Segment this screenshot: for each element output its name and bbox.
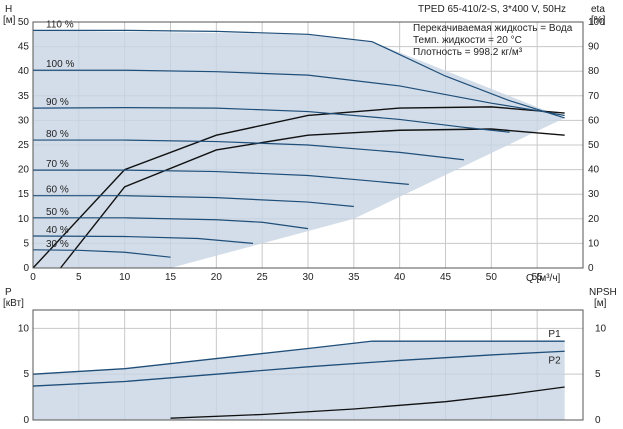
head-curve-label: 110 % [46, 19, 74, 30]
x-tick-label: 30 [302, 272, 314, 283]
power-axis-unit: [кВт] [3, 298, 24, 309]
p-tick-label: 5 [23, 369, 29, 380]
npsh-tick-label: 5 [595, 369, 601, 380]
y-right-tick-label: 20 [588, 214, 600, 225]
x-tick-label: 10 [119, 272, 131, 283]
y-right-tick-label: 30 [588, 189, 600, 200]
y-left-tick-label: 25 [18, 140, 30, 151]
power-curve [32, 350, 565, 387]
x-tick-label: 45 [440, 272, 452, 283]
y-left-tick-label: 10 [18, 214, 30, 225]
x-axis-label: Q [м³/ч] [526, 273, 561, 284]
head-curve-label: 30 % [46, 239, 69, 250]
x-tick-label: 0 [30, 272, 36, 283]
temperature-annotation: Темп. жидкости = 20 °C [413, 35, 522, 46]
power-curve-label: P1 [548, 329, 561, 340]
y-left-label: H [5, 4, 12, 15]
head-curve-label: 40 % [46, 225, 69, 236]
density-annotation: Плотность = 998.2 кг/м³ [413, 47, 523, 58]
npsh-tick-label: 10 [595, 323, 607, 334]
p-tick-label: 0 [23, 415, 29, 426]
npsh-tick-label: 0 [595, 415, 601, 426]
y-left-tick-label: 45 [18, 42, 30, 53]
head-curve [33, 69, 565, 117]
head-curve [33, 29, 565, 119]
y-left-tick-label: 5 [23, 238, 29, 249]
x-tick-label: 5 [76, 272, 82, 283]
head-curve-label: 80 % [46, 129, 69, 140]
p-tick-label: 10 [18, 323, 30, 334]
head-curve [32, 107, 510, 133]
y-left-tick-label: 20 [18, 165, 30, 176]
power-npsh-panel: P1 P2 0 5 10 0 5 10 [18, 309, 607, 426]
power-curve-label: P2 [548, 355, 561, 366]
head-curve-label: 70 % [46, 159, 69, 170]
bottom-frame [32, 309, 584, 421]
head-curve-label: 60 % [46, 185, 69, 196]
efficiency-curve [59, 128, 565, 269]
y-right-tick-label: 60 [588, 115, 600, 126]
power-axis-label: P [5, 287, 12, 298]
head-curve-label: 100 % [46, 59, 74, 70]
y-right-tick-label: 80 [588, 66, 600, 77]
power-curve [170, 386, 565, 419]
x-tick-label: 55 [532, 272, 544, 283]
y-right-tick-label: 100 [588, 17, 605, 28]
y-right-label: eta [591, 4, 605, 15]
power-curve [32, 340, 565, 375]
head-curve [33, 195, 354, 208]
y-right-tick-label: 90 [588, 42, 600, 53]
y-left-tick-label: 35 [18, 91, 30, 102]
head-curve [33, 169, 409, 185]
y-left-tick-label: 40 [18, 66, 30, 77]
head-curve-label: 50 % [46, 207, 69, 218]
y-left-unit: [м] [3, 15, 16, 26]
head-curve [32, 249, 171, 258]
y-right-tick-label: 50 [588, 140, 600, 151]
y-right-tick-label: 40 [588, 165, 600, 176]
y-right-tick-label: 0 [588, 263, 594, 274]
y-left-tick-label: 50 [18, 17, 30, 28]
x-tick-label: 50 [486, 272, 498, 283]
x-tick-label: 20 [211, 272, 223, 283]
operating-area [33, 30, 565, 269]
head-curve [33, 139, 464, 161]
head-curve [32, 235, 254, 244]
npsh-axis-unit: [м] [594, 298, 607, 309]
x-tick-label: 40 [394, 272, 406, 283]
y-left-tick-label: 15 [18, 189, 30, 200]
head-efficiency-panel: 110 % 100 % 90 % 80 % 70 % 60 % 50 % 40 % 30 % 0 5… [18, 17, 605, 283]
chart-title: TPED 65-410/2-S, 3*400 V, 50Hz [418, 4, 566, 15]
y-right-tick-label: 70 [588, 91, 600, 102]
fluid-annotation: Перекачиваемая жидкость = Вода [413, 23, 573, 34]
y-left-tick-label: 30 [18, 115, 30, 126]
y-right-unit: [%] [591, 15, 606, 26]
x-tick-label: 35 [348, 272, 360, 283]
head-curve [33, 217, 309, 230]
x-tick-label: 25 [257, 272, 269, 283]
x-tick-label: 15 [165, 272, 177, 283]
head-curve-label: 90 % [46, 97, 69, 108]
y-left-tick-label: 0 [23, 263, 29, 274]
npsh-axis-label: NPSH [589, 287, 617, 298]
power-area [33, 341, 565, 420]
top-frame [32, 21, 584, 269]
y-right-tick-label: 10 [588, 238, 600, 249]
